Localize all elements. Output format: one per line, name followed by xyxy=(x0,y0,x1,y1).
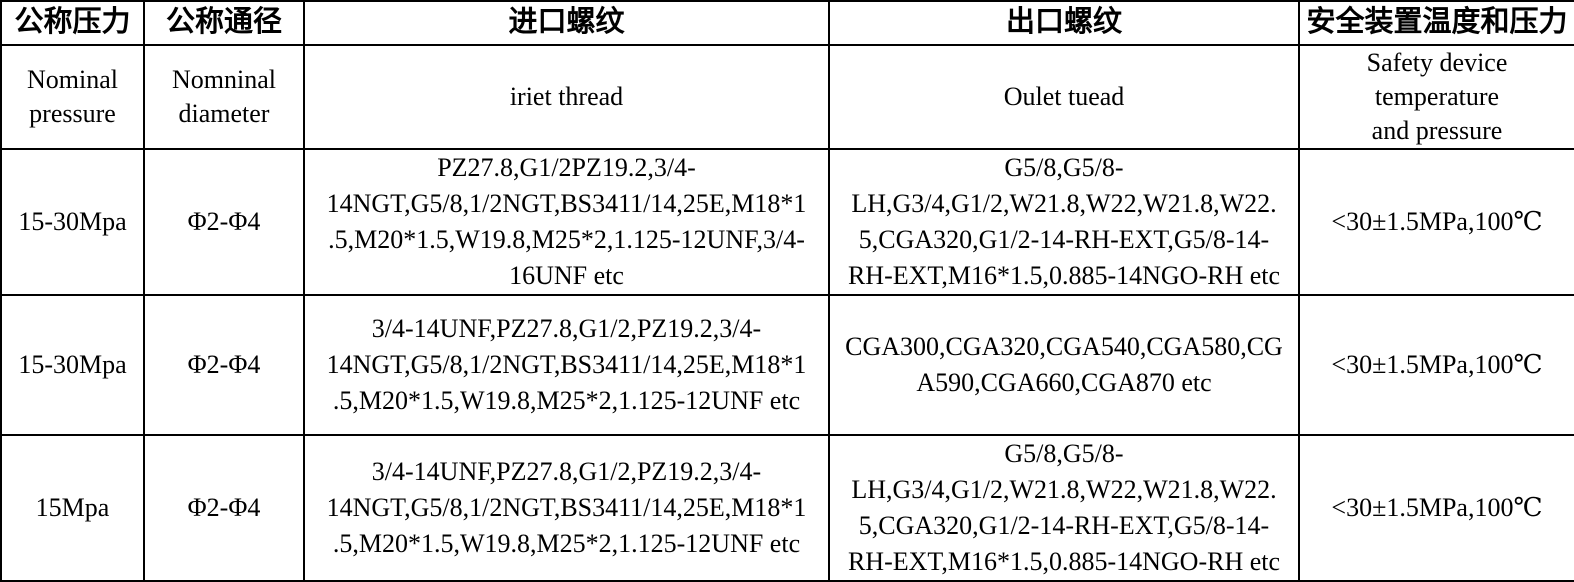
table-row: 15Mpa Φ2-Φ4 3/4-14UNF,PZ27.8,G1/2,PZ19.2… xyxy=(0,434,1574,582)
header-en-nominal-diameter: Nomninal diameter xyxy=(143,44,305,150)
header-zh-nominal-diameter: 公称通径 xyxy=(143,0,305,46)
header-en-nominal-pressure: Nominal pressure xyxy=(0,44,145,150)
cell-outlet-thread: CGA300,CGA320,CGA540,CGA580,CG A590,CGA6… xyxy=(828,294,1300,436)
cell-pressure: 15-30Mpa xyxy=(0,294,145,436)
cell-diameter: Φ2-Φ4 xyxy=(143,434,305,582)
header-en-outlet-thread: Oulet tuead xyxy=(828,44,1300,150)
header-row-english: Nominal pressure Nomninal diameter iriet… xyxy=(0,44,1574,150)
header-zh-outlet-thread: 出口螺纹 xyxy=(828,0,1300,46)
cell-outlet-thread: G5/8,G5/8- LH,G3/4,G1/2,W21.8,W22,W21.8,… xyxy=(828,148,1300,296)
cell-pressure: 15Mpa xyxy=(0,434,145,582)
table-row: 15-30Mpa Φ2-Φ4 3/4-14UNF,PZ27.8,G1/2,PZ1… xyxy=(0,294,1574,436)
cell-diameter: Φ2-Φ4 xyxy=(143,148,305,296)
header-row-chinese: 公称压力 公称通径 进口螺纹 出口螺纹 安全装置温度和压力 xyxy=(0,0,1574,46)
cell-inlet-thread: 3/4-14UNF,PZ27.8,G1/2,PZ19.2,3/4- 14NGT,… xyxy=(303,294,830,436)
header-zh-nominal-pressure: 公称压力 xyxy=(0,0,145,46)
header-en-safety-device: Safety device temperature and pressure xyxy=(1298,44,1574,150)
cell-outlet-thread: G5/8,G5/8- LH,G3/4,G1/2,W21.8,W22,W21.8,… xyxy=(828,434,1300,582)
cell-diameter: Φ2-Φ4 xyxy=(143,294,305,436)
header-zh-inlet-thread: 进口螺纹 xyxy=(303,0,830,46)
cell-safety: <30±1.5MPa,100℃ xyxy=(1298,294,1574,436)
cell-inlet-thread: 3/4-14UNF,PZ27.8,G1/2,PZ19.2,3/4- 14NGT,… xyxy=(303,434,830,582)
header-zh-safety-device: 安全装置温度和压力 xyxy=(1298,0,1574,46)
cell-safety: <30±1.5MPa,100℃ xyxy=(1298,148,1574,296)
cell-pressure: 15-30Mpa xyxy=(0,148,145,296)
cell-safety: <30±1.5MPa,100℃ xyxy=(1298,434,1574,582)
table-row: 15-30Mpa Φ2-Φ4 PZ27.8,G1/2PZ19.2,3/4- 14… xyxy=(0,148,1574,296)
cell-inlet-thread: PZ27.8,G1/2PZ19.2,3/4- 14NGT,G5/8,1/2NGT… xyxy=(303,148,830,296)
header-en-inlet-thread: iriet thread xyxy=(303,44,830,150)
